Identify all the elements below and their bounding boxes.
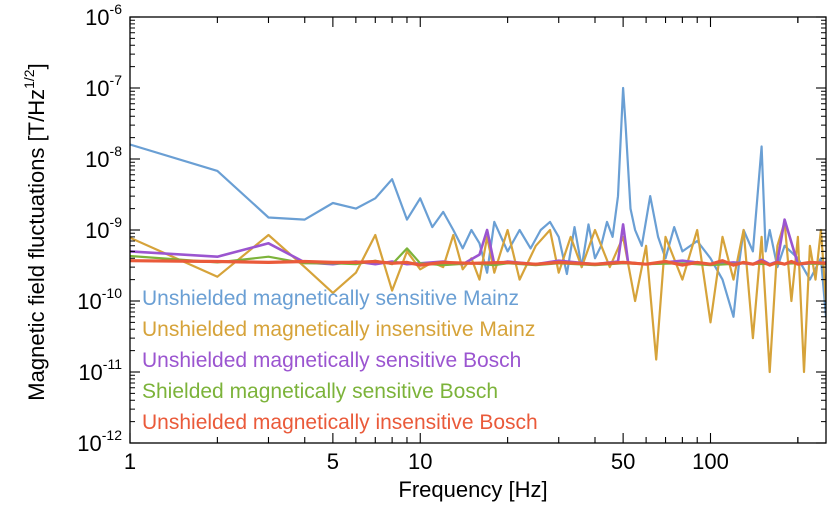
series-layer <box>130 86 826 374</box>
y-tick-label: 10-7 <box>85 72 122 101</box>
axis-labels: Frequency [Hz] Magnetic field fluctuation… <box>21 63 548 502</box>
y-axis-label: Magnetic field fluctuations [T/Hz1/2] <box>21 63 49 400</box>
legend-entry-2: Unshielded magnetically insensitive Main… <box>142 318 535 341</box>
legend-entry-1: Unshielded magnetically sensitive Mainz <box>142 287 519 310</box>
series-line-5 <box>130 259 826 267</box>
legend-entry-5: Unshielded magnetically insensitive Bosc… <box>142 411 538 434</box>
y-tick-label: 10-6 <box>85 1 122 30</box>
y-tick-label: 10-9 <box>85 214 122 243</box>
x-tick-label: 1 <box>124 449 136 474</box>
series-line-1 <box>130 86 826 318</box>
legend-entry-4: Shielded magnetically sensitive Bosch <box>142 380 498 403</box>
x-tick-label: 10 <box>408 449 432 474</box>
y-tick-label: 10-8 <box>85 143 122 172</box>
x-axis-label: Frequency [Hz] <box>398 477 547 502</box>
x-tick-label: 100 <box>692 449 729 474</box>
y-tick-label: 10-10 <box>77 285 122 314</box>
x-tick-label: 50 <box>611 449 635 474</box>
x-tick-label: 5 <box>327 449 339 474</box>
y-tick-label: 10-11 <box>78 356 122 385</box>
legend: Unshielded magnetically sensitive Mainz U… <box>142 287 538 434</box>
series-line-2 <box>130 220 826 374</box>
legend-entry-3: Unshielded magnetically sensitive Bosch <box>142 349 521 372</box>
axes-layer: 1 5 10 50 100 10-12 10-11 10-10 10-9 10-8 10-7 10-6 <box>77 1 827 474</box>
y-tick-label: 10-12 <box>77 427 122 456</box>
